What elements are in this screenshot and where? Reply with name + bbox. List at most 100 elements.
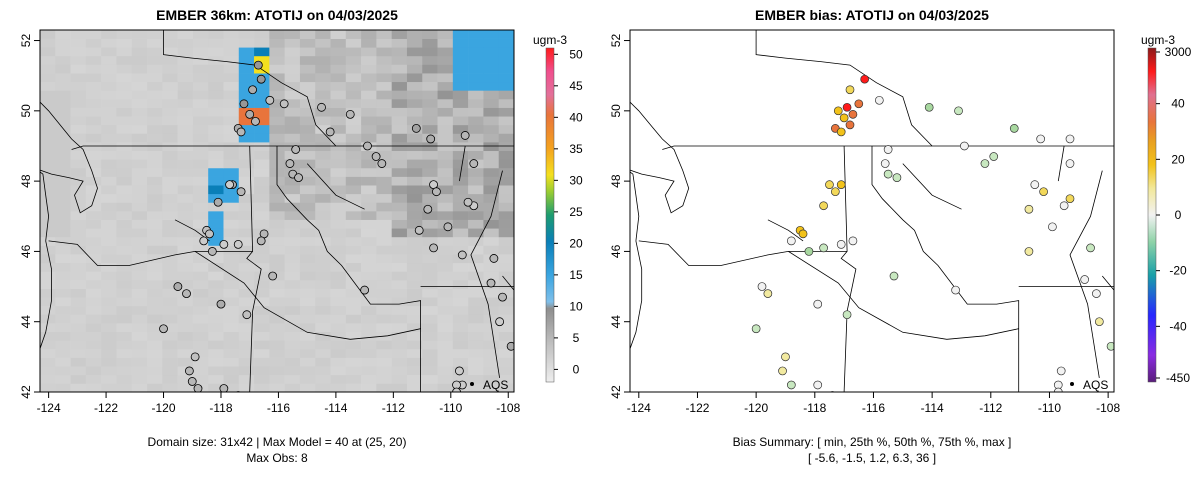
heatmap-cell bbox=[238, 142, 255, 152]
heatmap-cell bbox=[55, 73, 71, 83]
heatmap-cell bbox=[40, 90, 56, 100]
left-colorbar-tick-label: 40 bbox=[569, 110, 583, 124]
heatmap-cell bbox=[315, 314, 331, 324]
left-x-tick-label: -108 bbox=[496, 401, 520, 415]
heatmap-cell bbox=[422, 374, 438, 384]
heatmap-cell bbox=[116, 202, 133, 212]
heatmap-cell bbox=[238, 297, 255, 307]
heatmap-cell bbox=[85, 116, 102, 126]
heatmap-cell bbox=[223, 314, 240, 324]
heatmap-cell bbox=[40, 228, 56, 238]
heatmap-cell bbox=[361, 340, 377, 350]
heatmap-cell bbox=[391, 81, 408, 91]
heatmap-cell bbox=[406, 38, 423, 48]
left-station-point bbox=[486, 278, 496, 288]
heatmap-cell bbox=[147, 279, 163, 289]
heatmap-cell bbox=[208, 219, 224, 229]
heatmap-cell bbox=[315, 167, 331, 177]
heatmap-cell bbox=[147, 288, 163, 298]
heatmap-cell bbox=[483, 357, 500, 367]
heatmap-cell bbox=[131, 81, 148, 91]
heatmap-cell bbox=[437, 73, 454, 83]
heatmap-cell bbox=[208, 150, 224, 160]
heatmap-cell bbox=[208, 348, 224, 358]
heatmap-cell bbox=[192, 193, 209, 203]
heatmap-cell bbox=[422, 383, 438, 392]
heatmap-cell bbox=[101, 167, 117, 177]
heatmap-cell bbox=[162, 211, 178, 220]
heatmap-cell bbox=[116, 262, 133, 272]
heatmap-cell bbox=[192, 73, 209, 83]
heatmap-cell bbox=[452, 245, 469, 255]
heatmap-cell bbox=[269, 323, 285, 333]
left-title: EMBER 36km: ATOTIJ on 04/03/2025 bbox=[156, 7, 398, 23]
heatmap-cell bbox=[284, 64, 301, 74]
right-station-point bbox=[880, 159, 890, 168]
heatmap-cell bbox=[483, 116, 500, 126]
heatmap-cell bbox=[406, 107, 423, 117]
heatmap-cell bbox=[437, 81, 454, 91]
left-station-point bbox=[377, 159, 387, 168]
heatmap-cell bbox=[406, 340, 423, 350]
heatmap-cell bbox=[192, 159, 209, 169]
heatmap-cell bbox=[361, 236, 377, 246]
heatmap-cell bbox=[330, 383, 347, 392]
left-station-point bbox=[498, 292, 507, 302]
heatmap-cell bbox=[85, 297, 102, 307]
heatmap-cell bbox=[269, 297, 285, 307]
heatmap-cell bbox=[468, 133, 484, 143]
heatmap-cell bbox=[299, 236, 316, 246]
heatmap-cell bbox=[131, 98, 148, 108]
heatmap-cell bbox=[192, 254, 209, 264]
heatmap-cell bbox=[284, 47, 301, 57]
heatmap-cell bbox=[498, 288, 514, 298]
left-station-point bbox=[371, 152, 381, 161]
heatmap-cell bbox=[269, 81, 285, 91]
right-footnote-1: Bias Summary: [ min, 25th %, 50th %, 75t… bbox=[733, 435, 1012, 449]
heatmap-cell bbox=[131, 116, 148, 126]
heatmap-cell bbox=[223, 124, 240, 134]
heatmap-cell bbox=[238, 262, 255, 272]
heatmap-cell bbox=[452, 142, 469, 152]
heatmap-cell bbox=[406, 81, 423, 91]
heatmap-cell bbox=[70, 124, 87, 134]
heatmap-cell bbox=[483, 185, 500, 195]
heatmap-cell bbox=[345, 202, 362, 212]
heatmap-cell bbox=[406, 279, 423, 289]
heatmap-cell bbox=[208, 124, 224, 134]
heatmap-cell bbox=[208, 193, 224, 203]
heatmap-cell bbox=[101, 271, 117, 281]
heatmap-cell bbox=[147, 245, 163, 255]
heatmap-cell bbox=[162, 340, 178, 350]
heatmap-cell bbox=[498, 202, 514, 212]
heatmap-cell bbox=[361, 366, 377, 376]
right-station-point bbox=[804, 247, 814, 256]
right-station-point bbox=[924, 102, 934, 112]
heatmap-cell bbox=[391, 314, 408, 324]
left-border-line bbox=[459, 145, 466, 182]
heatmap-cell bbox=[223, 47, 240, 57]
heatmap-cell bbox=[162, 167, 178, 177]
heatmap-cell bbox=[345, 64, 362, 74]
right-station-point bbox=[1094, 317, 1104, 327]
heatmap-cell bbox=[192, 228, 209, 238]
heatmap-cell bbox=[85, 254, 102, 264]
heatmap-cell bbox=[452, 262, 469, 272]
heatmap-cell bbox=[315, 47, 331, 57]
heatmap-cell bbox=[147, 366, 163, 376]
heatmap-cell bbox=[299, 133, 316, 143]
heatmap-cell bbox=[498, 211, 514, 220]
heatmap-cell bbox=[483, 193, 500, 203]
heatmap-cell bbox=[468, 323, 484, 333]
left-x-tick-label: -118 bbox=[209, 401, 232, 415]
heatmap-cell bbox=[376, 150, 392, 160]
heatmap-cell bbox=[147, 228, 163, 238]
left-station-point bbox=[242, 310, 252, 320]
heatmap-cell bbox=[330, 73, 347, 83]
heatmap-cell bbox=[437, 116, 454, 126]
heatmap-cell bbox=[116, 185, 133, 195]
left-border-line bbox=[40, 101, 98, 214]
heatmap-cell bbox=[55, 107, 71, 117]
heatmap-cell bbox=[101, 73, 117, 83]
